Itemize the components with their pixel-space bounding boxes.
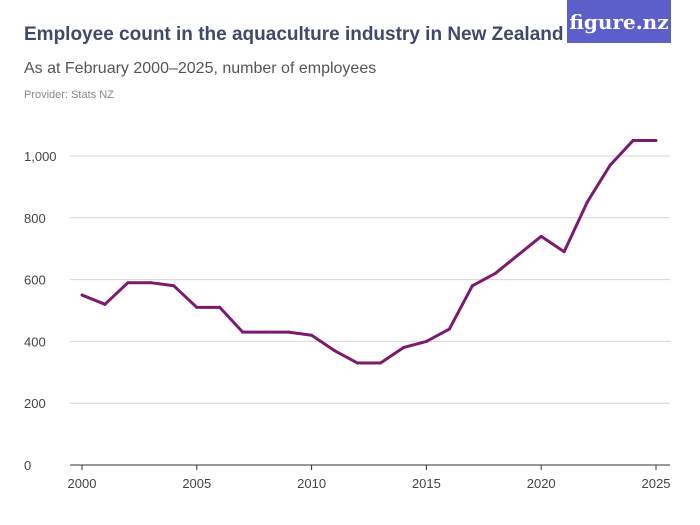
series-line — [81, 139, 656, 365]
data-point — [447, 327, 451, 331]
x-tick-label: 2025 — [642, 476, 671, 491]
y-tick-label: 600 — [24, 273, 46, 288]
provider-label: Provider: Stats NZ — [24, 89, 114, 101]
y-tick-label: 400 — [24, 334, 46, 349]
data-point — [264, 330, 268, 334]
data-point — [585, 200, 589, 204]
data-point — [654, 139, 658, 143]
figure-nz-logo[interactable]: figure.nz — [567, 0, 671, 43]
data-point — [356, 361, 360, 365]
data-point — [539, 234, 543, 238]
data-point — [631, 139, 635, 143]
y-tick-label: 200 — [24, 396, 46, 411]
data-point — [80, 293, 84, 297]
data-point — [172, 284, 176, 288]
data-point — [310, 333, 314, 337]
data-point — [333, 349, 337, 353]
x-tick-label: 2000 — [68, 476, 97, 491]
data-point — [424, 339, 428, 343]
data-point — [378, 361, 382, 365]
x-tick-label: 2015 — [412, 476, 441, 491]
x-tick-label: 2005 — [182, 476, 211, 491]
data-point — [149, 281, 153, 285]
data-point — [103, 302, 107, 306]
data-point — [241, 330, 245, 334]
data-point — [516, 253, 520, 257]
data-point — [493, 271, 497, 275]
chart-subtitle: As at February 2000–2025, number of empl… — [24, 60, 377, 77]
y-tick-label: 800 — [24, 211, 46, 226]
data-point — [401, 346, 405, 350]
y-tick-label: 0 — [24, 458, 31, 473]
chart-title: Employee count in the aquaculture indust… — [24, 24, 564, 45]
data-point — [287, 330, 291, 334]
data-point — [126, 281, 130, 285]
y-tick-label: 1,000 — [24, 149, 57, 164]
data-point — [562, 250, 566, 254]
data-point — [608, 163, 612, 167]
data-point — [195, 305, 199, 309]
data-point — [470, 284, 474, 288]
x-tick-label: 2020 — [527, 476, 556, 491]
x-tick-label: 2010 — [297, 476, 326, 491]
data-point — [218, 305, 222, 309]
